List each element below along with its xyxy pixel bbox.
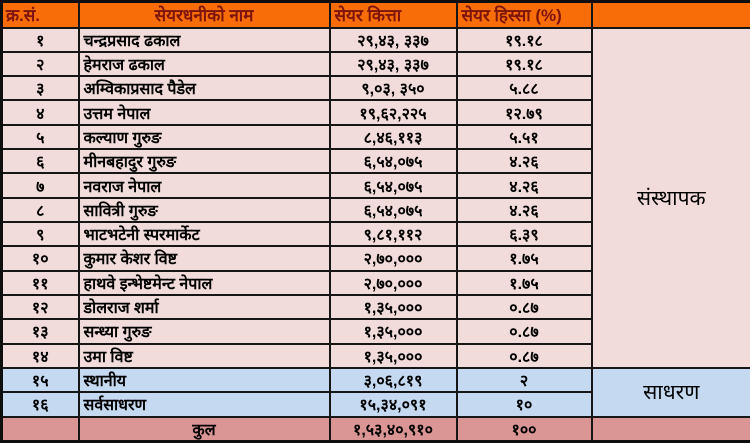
table-row: १ चन्द्रप्रसाद ढकाल २९,४३, ३३७ १९.१८ संस… [0,26,750,369]
serial-cell: १५ [0,366,80,394]
name-cell: उमा विष्ट [77,342,331,369]
percent-cell: १९.१८ [455,26,593,53]
serial-cell: ११ [0,269,80,296]
shares-cell: १,३५,००० [328,318,458,345]
table-row: ९ भाटभटेनी स्परमार्केट ९,८१,११२ ६.३९ [0,220,750,248]
percent-cell: १.७५ [455,269,593,296]
name-cell: हेमराज ढकाल [77,50,331,78]
serial-cell: ९ [0,220,80,248]
shares-cell: १५,३४,०९१ [328,391,458,418]
table-row: १६ सर्वसाधरण १५,३४,०९१ १० [0,391,750,418]
table-row: १० कुमार केशर विष्ट २,७०,००० १.७५ [0,245,750,272]
shares-cell: ९,८१,११२ [328,220,458,248]
percent-cell: २ [455,366,593,394]
serial-cell: ६ [0,148,80,175]
percent-cell: ४.२६ [455,196,593,224]
serial-cell: ७ [0,172,80,199]
table-row: ११ हाथवे इन्भेष्टमेन्ट नेपाल २,७०,००० १.… [0,269,750,296]
serial-cell: २ [0,50,80,78]
percent-cell: ०.८७ [455,293,593,321]
shares-cell: १,३५,००० [328,342,458,369]
percent-cell: ५.५१ [455,123,593,151]
serial-cell: १४ [0,342,80,369]
shares-cell: ३,०६,८१९ [328,366,458,394]
table-row: १२ डोलराज शर्मा १,३५,००० ०.८७ [0,293,750,321]
name-cell: हाथवे इन्भेष्टमेन्ट नेपाल [77,269,331,296]
table-row: ७ नवराज नेपाल ६,५४,०७५ ४.२६ [0,172,750,199]
name-cell: उत्तम नेपाल [77,99,331,126]
table-row: ८ सावित्री गुरुङ ६,५४,०७५ ४.२६ [0,196,750,224]
table-row: २ हेमराज ढकाल २९,४३, ३३७ १९.१८ [0,50,750,78]
header-category [590,0,750,29]
founder-category-cell: संस्थापक [590,26,750,369]
table-row: ४ उत्तम नेपाल १९,६२,२२५ १२.७९ [0,99,750,126]
serial-cell: १३ [0,318,80,345]
shares-cell: ६,५४,०७५ [328,148,458,175]
table-row: १५ स्थानीय ३,०६,८१९ २ साधरण [0,366,750,418]
total-serial-cell [0,415,80,443]
table-row: १४ उमा विष्ट १,३५,००० ०.८७ [0,342,750,369]
header-share-quantity: सेयर कित्ता [328,0,458,29]
shares-cell: २,७०,००० [328,245,458,272]
name-cell: मीनबहादुर गुरुङ [77,148,331,175]
name-cell: कल्याण गुरुङ [77,123,331,151]
total-shares-cell: १,५३,४०,९१० [328,415,458,443]
name-cell: स्थानीय [77,366,331,394]
serial-cell: ८ [0,196,80,224]
shares-cell: ९,०३, ३५० [328,75,458,102]
serial-cell: १० [0,245,80,272]
header-serial-number: क्र.सं. [0,0,80,29]
serial-cell: ५ [0,123,80,151]
total-percent-cell: १०० [455,415,593,443]
total-label-cell: कुल [77,415,331,443]
table-row: ५ कल्याण गुरुङ ८,४६,११३ ५.५१ [0,123,750,151]
shares-cell: २९,४३, ३३७ [328,26,458,53]
total-row: कुल १,५३,४०,९१० १०० [0,415,750,443]
percent-cell: ०.८७ [455,318,593,345]
header-row: क्र.सं. सेयरधनीको नाम सेयर कित्ता सेयर ह… [0,0,750,29]
percent-cell: ५.८८ [455,75,593,102]
table-row: ६ मीनबहादुर गुरुङ ६,५४,०७५ ४.२६ [0,148,750,175]
percent-cell: ४.२६ [455,172,593,199]
table-row: १३ सन्ध्या गुरुङ १,३५,००० ०.८७ [0,318,750,345]
percent-cell: १.७५ [455,245,593,272]
name-cell: भाटभटेनी स्परमार्केट [77,220,331,248]
name-cell: सावित्री गुरुङ [77,196,331,224]
shares-cell: ६,५४,०७५ [328,196,458,224]
total-category-cell [590,415,750,443]
name-cell: अम्विकाप्रसाद पैडेल [77,75,331,102]
percent-cell: १० [455,391,593,418]
name-cell: डोलराज शर्मा [77,293,331,321]
serial-cell: १ [0,26,80,53]
name-cell: कुमार केशर विष्ट [77,245,331,272]
shares-cell: ८,४६,११३ [328,123,458,151]
percent-cell: १२.७९ [455,99,593,126]
general-category-cell: साधरण [590,366,750,418]
serial-cell: ४ [0,99,80,126]
name-cell: सन्ध्या गुरुङ [77,318,331,345]
shares-cell: २९,४३, ३३७ [328,50,458,78]
percent-cell: ०.८७ [455,342,593,369]
percent-cell: १९.१८ [455,50,593,78]
shares-cell: ६,५४,०७५ [328,172,458,199]
shares-cell: २,७०,००० [328,269,458,296]
header-share-percent: सेयर हिस्सा (%) [455,0,593,29]
serial-cell: ३ [0,75,80,102]
serial-cell: १६ [0,391,80,418]
percent-cell: ४.२६ [455,148,593,175]
name-cell: चन्द्रप्रसाद ढकाल [77,26,331,53]
name-cell: नवराज नेपाल [77,172,331,199]
shares-cell: १९,६२,२२५ [328,99,458,126]
header-shareholder-name: सेयरधनीको नाम [77,0,331,29]
table-row: ३ अम्विकाप्रसाद पैडेल ९,०३, ३५० ५.८८ [0,75,750,102]
shares-cell: १,३५,००० [328,293,458,321]
name-cell: सर्वसाधरण [77,391,331,418]
percent-cell: ६.३९ [455,220,593,248]
serial-cell: १२ [0,293,80,321]
